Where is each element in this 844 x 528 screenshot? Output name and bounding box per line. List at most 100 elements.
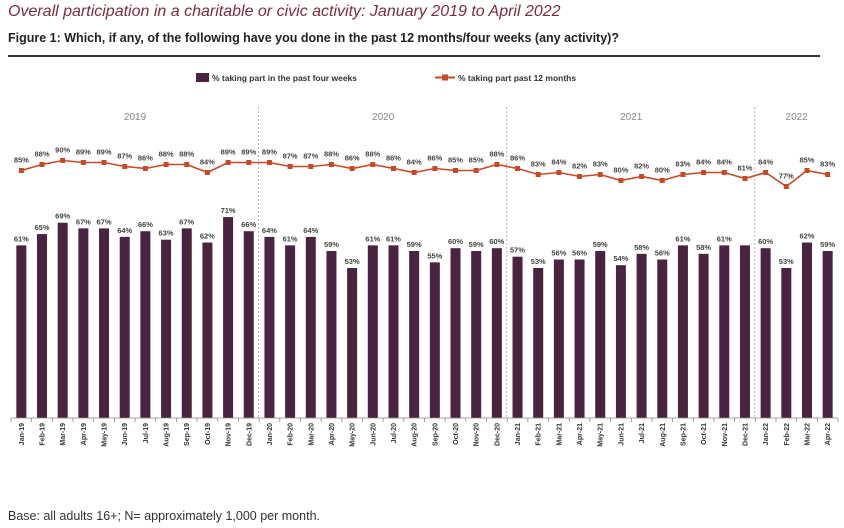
- bar-label-Sep-21: 61%: [675, 234, 690, 243]
- line-point-Nov-19: [225, 160, 231, 165]
- tick-label-Oct-19: Oct-19: [205, 423, 212, 445]
- bar-Oct-20: [450, 248, 461, 418]
- tick-label-Nov-21: Nov-21: [722, 423, 729, 446]
- bar-Mar-19: [57, 222, 68, 418]
- line-label-Jan-19: 85%: [14, 156, 29, 165]
- bar-Feb-20: [285, 245, 296, 418]
- bar-Aug-19: [161, 239, 172, 418]
- bar-label-Feb-19: 65%: [35, 223, 50, 232]
- year-label-2020: 2020: [372, 112, 395, 123]
- line-label-Jan-22: 84%: [758, 158, 773, 167]
- line-point-Oct-19: [204, 170, 210, 175]
- figure-title: Figure 1: Which, if any, of the followin…: [8, 31, 619, 45]
- line-label-Apr-21: 82%: [572, 162, 587, 171]
- bar-label-Nov-19: 71%: [221, 206, 236, 215]
- line-label-Dec-20: 88%: [489, 150, 504, 159]
- line-point-Jan-19: [18, 168, 24, 173]
- line-point-Mar-21: [556, 170, 562, 175]
- bar-Feb-21: [533, 268, 544, 418]
- tick-label-Feb-21: Feb-21: [536, 423, 543, 446]
- line-point-Sep-21: [680, 172, 686, 177]
- bar-label-Feb-20: 61%: [283, 234, 298, 243]
- line-label-Dec-21: 81%: [737, 164, 752, 173]
- bar-Sep-19: [181, 228, 192, 418]
- line-label-Oct-19: 84%: [200, 158, 215, 167]
- bar-label-Mar-20: 64%: [303, 226, 318, 235]
- line-label-Jun-20: 88%: [365, 150, 380, 159]
- line-label-Feb-21: 83%: [531, 160, 546, 169]
- line-label-Mar-20: 87%: [303, 152, 318, 161]
- year-label-2021: 2021: [620, 112, 643, 123]
- line-label-May-20: 86%: [345, 154, 360, 163]
- line-point-Mar-22: [804, 168, 810, 173]
- line-point-Apr-19: [80, 160, 86, 165]
- tick-label-Nov-20: Nov-20: [474, 423, 481, 446]
- bar-label-Mar-22: 62%: [799, 232, 814, 241]
- bar-Jan-21: [512, 256, 523, 418]
- bar-Oct-19: [202, 242, 213, 418]
- line-label-May-19: 89%: [97, 148, 112, 157]
- bar-label-Apr-19: 67%: [76, 217, 91, 226]
- line-point-Mar-20: [308, 164, 314, 169]
- bar-label-Apr-22: 59%: [820, 240, 835, 249]
- bar-label-Dec-20: 60%: [489, 237, 504, 246]
- line-point-Jun-19: [122, 164, 128, 169]
- line-series: [18, 158, 831, 189]
- line-point-Mar-19: [60, 158, 66, 163]
- line-label-Apr-19: 89%: [76, 148, 91, 157]
- bar-label-Oct-19: 62%: [200, 232, 215, 241]
- line-label-Mar-22: 85%: [799, 156, 814, 165]
- line-label-Jun-21: 80%: [613, 166, 628, 175]
- tick-label-Apr-20: Apr-20: [329, 423, 336, 445]
- line-point-Apr-21: [577, 174, 583, 179]
- tick-label-May-20: May-20: [350, 423, 357, 447]
- tick-label-Dec-19: Dec-19: [246, 423, 253, 446]
- line-label-Jul-21: 82%: [634, 162, 649, 171]
- tick-label-Apr-19: Apr-19: [81, 423, 88, 445]
- tick-label-Feb-22: Feb-22: [784, 423, 791, 446]
- line-point-Jan-21: [515, 166, 521, 171]
- bar-Jun-19: [119, 236, 130, 418]
- line-point-May-21: [597, 172, 603, 177]
- tick-label-Jan-19: Jan-19: [19, 423, 26, 445]
- bar-label-Mar-21: 56%: [551, 249, 566, 258]
- year-label-2019: 2019: [124, 112, 147, 123]
- line-label-Jan-20: 89%: [262, 148, 277, 157]
- bar-label-Dec-19: 66%: [241, 220, 256, 229]
- line-point-Feb-22: [783, 184, 789, 189]
- bar-label-Sep-20: 55%: [427, 251, 442, 260]
- bar-label-Jan-22: 60%: [758, 237, 773, 246]
- tick-label-Sep-21: Sep-21: [680, 423, 687, 446]
- line-label-Nov-20: 85%: [469, 156, 484, 165]
- tick-label-Jul-21: Jul-21: [639, 423, 646, 443]
- line-point-Oct-21: [701, 170, 707, 175]
- line-label-Jul-19: 86%: [138, 154, 153, 163]
- page-title: Overall participation in a charitable or…: [8, 3, 561, 20]
- line-point-Oct-20: [453, 168, 459, 173]
- bar-Feb-19: [37, 234, 48, 418]
- bar-label-Apr-20: 59%: [324, 240, 339, 249]
- bar-label-May-21: 59%: [593, 240, 608, 249]
- x-axis: [10, 417, 839, 422]
- bar-label-Oct-20: 60%: [448, 237, 463, 246]
- bar-label-Oct-21: 58%: [696, 243, 711, 252]
- bar-Aug-20: [409, 251, 420, 418]
- bar-label-Jan-20: 64%: [262, 226, 277, 235]
- line-point-Sep-20: [432, 166, 438, 171]
- bar-label-Jul-21: 58%: [634, 243, 649, 252]
- bar-Jul-19: [140, 231, 151, 418]
- tick-label-Aug-21: Aug-21: [660, 423, 667, 447]
- tick-label-May-21: May-21: [598, 423, 605, 447]
- line-point-Apr-20: [328, 162, 334, 167]
- tick-label-Nov-19: Nov-19: [226, 423, 233, 446]
- tick-label-Apr-22: Apr-22: [825, 423, 832, 445]
- line-label-Sep-21: 83%: [675, 160, 690, 169]
- line-label-Sep-20: 86%: [427, 154, 442, 163]
- tick-label-Mar-22: Mar-22: [804, 423, 811, 446]
- bar-Nov-19: [223, 217, 234, 418]
- tick-label-Feb-20: Feb-20: [288, 423, 295, 446]
- line-point-Dec-20: [494, 162, 500, 167]
- bar-label-Jul-19: 66%: [138, 220, 153, 229]
- bar-May-20: [347, 268, 358, 418]
- bar-label-Jan-21: 57%: [510, 246, 525, 255]
